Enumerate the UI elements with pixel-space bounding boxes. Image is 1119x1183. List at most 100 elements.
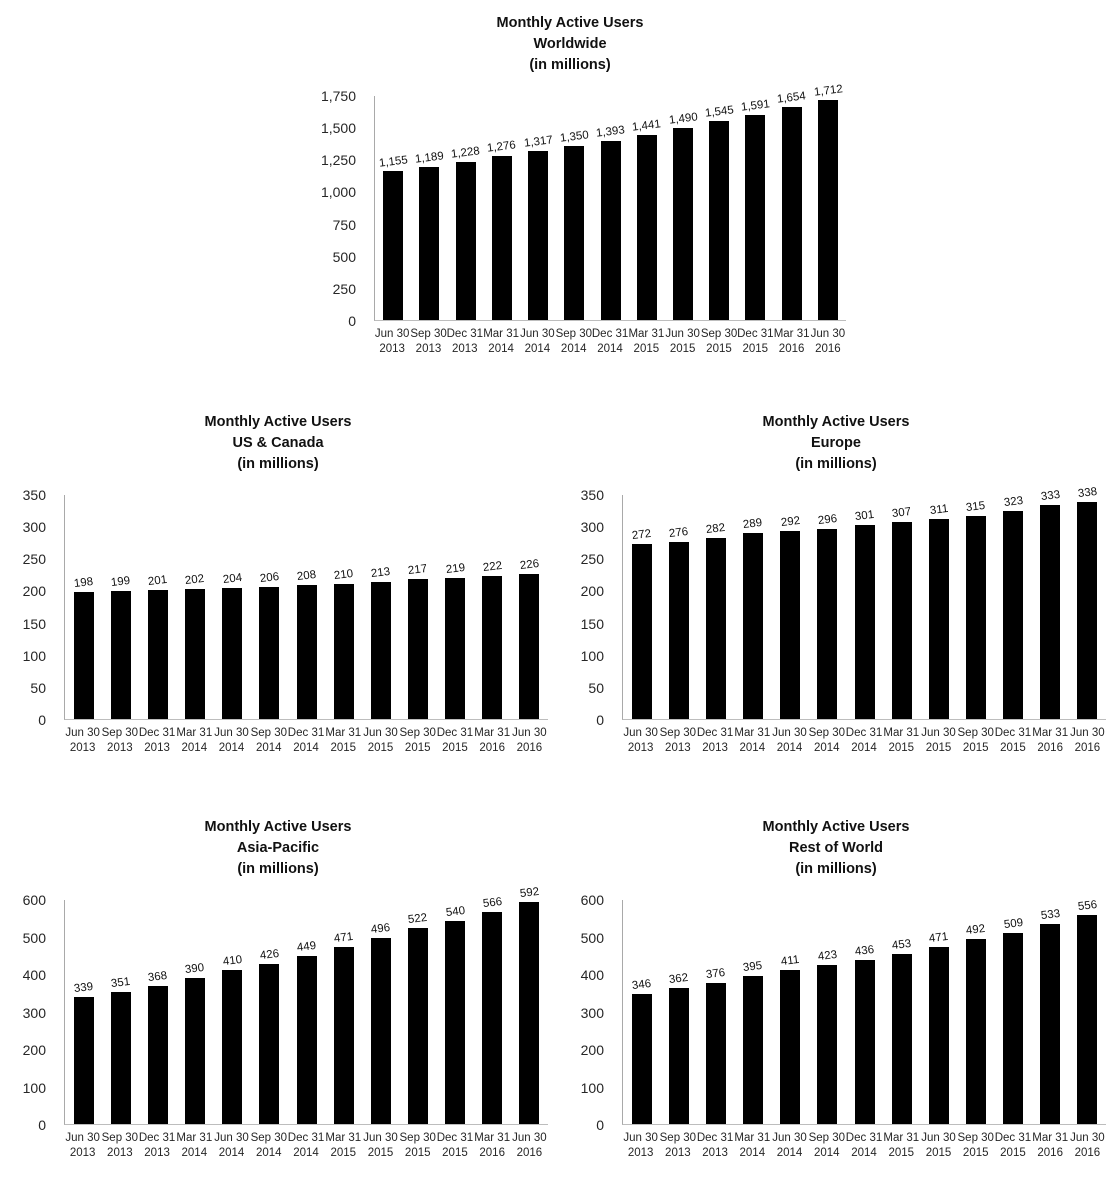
bar-value-label: 449 — [296, 939, 317, 955]
x-tick-date: Mar 31 — [1032, 727, 1069, 739]
x-tick-year: 2015 — [1000, 742, 1026, 754]
y-axis-tick-label: 150 — [22, 615, 46, 632]
y-axis-tick-label: 250 — [332, 280, 356, 297]
x-tick-date: Sep 30 — [399, 727, 436, 739]
bar-value-label: 210 — [333, 567, 354, 583]
bar-slot: 1,393 — [592, 96, 628, 320]
x-tick-year: 2013 — [702, 742, 728, 754]
x-tick-year: 2015 — [888, 1147, 915, 1159]
x-tick-date: Mar 31 — [734, 1132, 771, 1144]
x-axis-tick-label: Mar 31 2015 — [883, 1131, 920, 1161]
chart-rest-of-world: Monthly Active Users Rest of World (in mil… — [566, 809, 1106, 1161]
bar-slot: 1,276 — [484, 96, 520, 320]
x-tick-date: Jun 30 — [214, 727, 249, 739]
x-tick-date: Dec 31 — [845, 1132, 883, 1144]
x-axis-tick-label: Sep 30 2015 — [701, 327, 737, 357]
x-axis-tick-label: Sep 30 2015 — [399, 726, 436, 756]
bar-slot: 410 — [214, 900, 251, 1124]
x-tick-year: 2015 — [925, 742, 952, 754]
x-tick-date: Sep 30 — [659, 1132, 697, 1144]
x-tick-date: Jun 30 — [665, 328, 700, 340]
x-tick-date: Jun 30 — [214, 1132, 249, 1144]
bar — [1040, 505, 1061, 719]
y-axis: 0 50 100 150 200 250 300 350 — [566, 487, 622, 728]
x-tick-year: 2013 — [107, 742, 133, 754]
chart-title-line: Monthly Active Users — [204, 819, 352, 835]
bar — [817, 965, 838, 1124]
x-tick-year: 2013 — [144, 1147, 170, 1159]
x-tick-date: Jun 30 — [623, 727, 658, 739]
bar — [780, 970, 801, 1124]
x-tick-date: Dec 31 — [994, 727, 1032, 739]
x-axis-tick-label: Mar 31 2014 — [734, 1131, 771, 1161]
chart-title: Monthly Active Users Worldwide (in million… — [294, 13, 846, 76]
bar-value-label: 323 — [1002, 494, 1024, 510]
y-axis-tick-label: 1,250 — [320, 152, 356, 169]
chart-title-line: (in millions) — [795, 456, 877, 472]
bar — [965, 516, 986, 719]
bar-slot: 296 — [809, 495, 846, 719]
x-tick-date: Dec 31 — [287, 1132, 325, 1144]
y-axis-tick-label: 750 — [332, 216, 356, 233]
x-tick-date: Jun 30 — [512, 1132, 547, 1144]
x-axis-tick-label: Sep 30 2014 — [808, 726, 845, 756]
y-axis-tick-label: 150 — [580, 615, 604, 632]
x-tick-year: 2014 — [181, 1147, 208, 1159]
bar-value-label: 540 — [444, 904, 466, 920]
bar-value-label: 202 — [184, 572, 206, 588]
x-axis-tick-label: Jun 30 2013 — [64, 1131, 101, 1161]
x-axis-tick-label: Sep 30 2013 — [101, 726, 138, 756]
x-tick-date: Jun 30 — [520, 328, 555, 340]
chart-title-line: (in millions) — [529, 57, 611, 73]
chart-title-line: Rest of World — [789, 840, 883, 856]
bar-value-label: 1,317 — [523, 134, 554, 150]
bar-slot: 1,591 — [737, 96, 773, 320]
bar-value-label: 436 — [854, 943, 875, 959]
x-tick-year: 2013 — [665, 1147, 691, 1159]
x-tick-date: Jun 30 — [65, 727, 100, 739]
x-tick-year: 2015 — [330, 742, 357, 754]
y-axis-tick-label: 0 — [38, 712, 46, 728]
x-tick-date: Jun 30 — [65, 1132, 100, 1144]
x-axis-tick-label: Sep 30 2014 — [556, 327, 592, 357]
plot-wrap: 272 276 282 289 292 296 301 307 311 315 323 333 338 J… — [622, 486, 1106, 756]
x-axis-tick-label: Jun 30 2014 — [519, 327, 555, 357]
bar-slot: 592 — [511, 886, 548, 1124]
bar — [1077, 502, 1098, 719]
x-tick-date: Jun 30 — [512, 727, 547, 739]
x-tick-date: Dec 31 — [287, 727, 325, 739]
chart-worldwide: Monthly Active Users Worldwide (in million… — [294, 5, 846, 357]
x-tick-year: 2016 — [1037, 742, 1063, 754]
x-tick-year: 2015 — [925, 1147, 952, 1159]
chart-body: 0 100 200 300 400 500 600 346 362 376 395 411 423 436… — [566, 892, 1106, 1161]
bar-value-label: 522 — [407, 911, 429, 927]
y-axis-tick-label: 300 — [580, 1004, 604, 1021]
bar-value-label: 339 — [73, 980, 94, 996]
x-tick-date: Dec 31 — [994, 1132, 1032, 1144]
chart-title-line: Monthly Active Users — [762, 414, 910, 430]
plot-wrap: 1,155 1,189 1,228 1,276 1,317 1,350 1,393 1,441… — [374, 83, 846, 357]
bar — [445, 921, 466, 1124]
bar-value-label: 208 — [296, 568, 317, 584]
y-axis: 0 100 200 300 400 500 600 — [566, 892, 622, 1133]
x-axis-tick-label: Dec 31 2014 — [287, 1131, 324, 1161]
bar-value-label: 492 — [965, 922, 987, 938]
bar-slot: 1,654 — [774, 90, 810, 320]
x-axis-tick-label: Jun 30 2015 — [920, 1131, 957, 1161]
bar-value-label: 1,712 — [812, 83, 843, 99]
y-axis-tick-label: 1,500 — [320, 120, 356, 137]
plot-area: 272 276 282 289 292 296 301 307 311 315 323 333 338 — [622, 486, 1106, 720]
x-axis-tick-label: Jun 30 2015 — [362, 1131, 399, 1161]
bar-slot: 395 — [734, 900, 771, 1124]
y-axis-tick-label: 250 — [22, 551, 46, 568]
bar-value-label: 1,393 — [595, 124, 626, 140]
x-tick-year: 2013 — [379, 343, 405, 355]
x-tick-date: Mar 31 — [883, 1132, 920, 1144]
x-tick-date: Jun 30 — [772, 1132, 807, 1144]
bar-slot: 390 — [176, 900, 213, 1124]
x-tick-date: Jun 30 — [1070, 1132, 1105, 1144]
x-axis-tick-label: Jun 30 2014 — [213, 726, 250, 756]
x-axis-tick-label: Mar 31 2016 — [773, 327, 810, 357]
bar-slot: 311 — [920, 495, 957, 719]
